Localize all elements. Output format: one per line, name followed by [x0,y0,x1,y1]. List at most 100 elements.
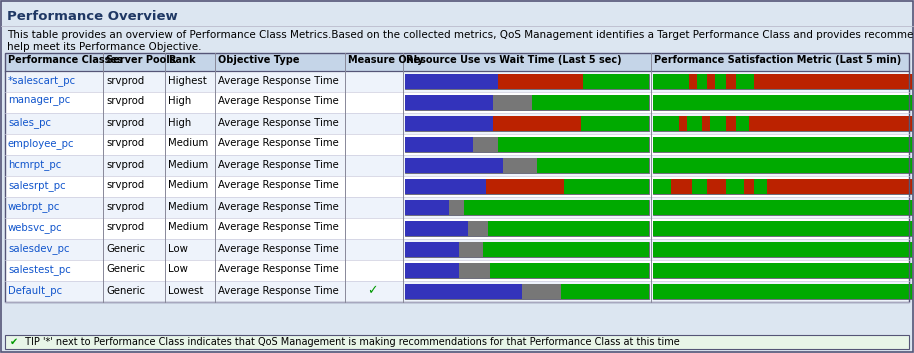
Bar [653,74,689,89]
Text: sales_pc: sales_pc [8,117,51,128]
Text: Average Response Time: Average Response Time [218,138,339,149]
Bar [493,116,576,131]
Bar [5,197,909,218]
Bar [692,179,707,194]
Text: Average Response Time: Average Response Time [218,76,339,85]
Bar [405,242,459,257]
Bar [405,200,649,215]
Text: Generic: Generic [106,264,145,275]
Bar [493,95,532,110]
Bar [785,179,912,194]
Bar [405,263,649,278]
Bar [653,116,912,131]
Text: Medium: Medium [168,160,208,169]
Bar [405,263,459,278]
Text: srvprod: srvprod [106,160,144,169]
Bar [653,137,912,152]
Text: Medium: Medium [168,180,208,191]
Bar [5,239,909,260]
Bar [5,134,909,155]
Bar [405,221,649,236]
Bar [405,74,498,89]
Bar [726,74,736,89]
Text: Low: Low [168,244,188,253]
Bar [576,74,583,89]
Bar [726,116,736,131]
Text: This table provides an overview of Performance Class Metrics.Based on the collec: This table provides an overview of Perfo… [7,30,914,40]
Bar [736,116,749,131]
Bar [473,137,498,152]
Bar [710,116,726,131]
Bar [744,179,754,194]
Bar [537,158,649,173]
Text: Average Response Time: Average Response Time [218,202,339,211]
Bar [405,95,493,110]
Text: Default_pc: Default_pc [8,285,62,296]
Text: Server Pools: Server Pools [106,55,175,65]
Text: websvc_pc: websvc_pc [8,222,63,233]
Bar [707,74,715,89]
Text: Medium: Medium [168,202,208,211]
Bar [682,179,692,194]
Text: Performance Classes: Performance Classes [8,55,122,65]
Bar [469,221,488,236]
Text: employee_pc: employee_pc [8,138,75,149]
Text: Generic: Generic [106,286,145,295]
Text: Low: Low [168,264,188,275]
Bar [561,284,649,299]
Bar [498,74,576,89]
Text: srvprod: srvprod [106,202,144,211]
Bar [653,284,912,299]
Text: Resource Use vs Wait Time (Last 5 sec): Resource Use vs Wait Time (Last 5 sec) [406,55,622,65]
Bar [405,221,469,236]
Bar [485,179,558,194]
Bar [580,116,649,131]
Bar [5,335,909,349]
Bar [749,116,757,131]
Bar [689,74,697,89]
Bar [653,221,912,236]
Bar [757,116,912,131]
Text: Generic: Generic [106,244,145,253]
Text: Lowest: Lowest [168,286,204,295]
Bar [5,113,909,134]
Bar [653,242,912,257]
Text: Average Response Time: Average Response Time [218,96,339,107]
Bar [405,242,649,257]
Bar [653,158,912,173]
Bar [405,284,522,299]
Bar [405,116,493,131]
Text: Average Response Time: Average Response Time [218,118,339,127]
Bar [576,116,580,131]
Bar [484,242,649,257]
Bar [767,179,785,194]
Text: srvprod: srvprod [106,180,144,191]
Bar [679,116,686,131]
Bar [405,137,473,152]
Bar [736,74,754,89]
Bar [653,137,912,152]
Text: Objective Type: Objective Type [218,55,300,65]
Bar [5,92,909,113]
Text: Average Response Time: Average Response Time [218,160,339,169]
Bar [653,200,912,215]
Bar [5,260,909,281]
Bar [459,263,491,278]
Bar [686,116,702,131]
Bar [459,242,484,257]
Bar [5,53,909,71]
Text: Performance Satisfaction Metric (Last 5 min): Performance Satisfaction Metric (Last 5 … [654,55,901,65]
Bar [761,74,912,89]
Bar [653,263,912,278]
Bar [754,74,761,89]
Text: srvprod: srvprod [106,96,144,107]
Bar [488,221,649,236]
Text: srvprod: srvprod [106,222,144,233]
Bar [653,116,679,131]
Bar [707,179,726,194]
Text: Measure Only: Measure Only [348,55,423,65]
Text: *salescart_pc: *salescart_pc [8,75,76,86]
Bar [503,158,537,173]
Bar [498,137,649,152]
Bar [653,179,671,194]
